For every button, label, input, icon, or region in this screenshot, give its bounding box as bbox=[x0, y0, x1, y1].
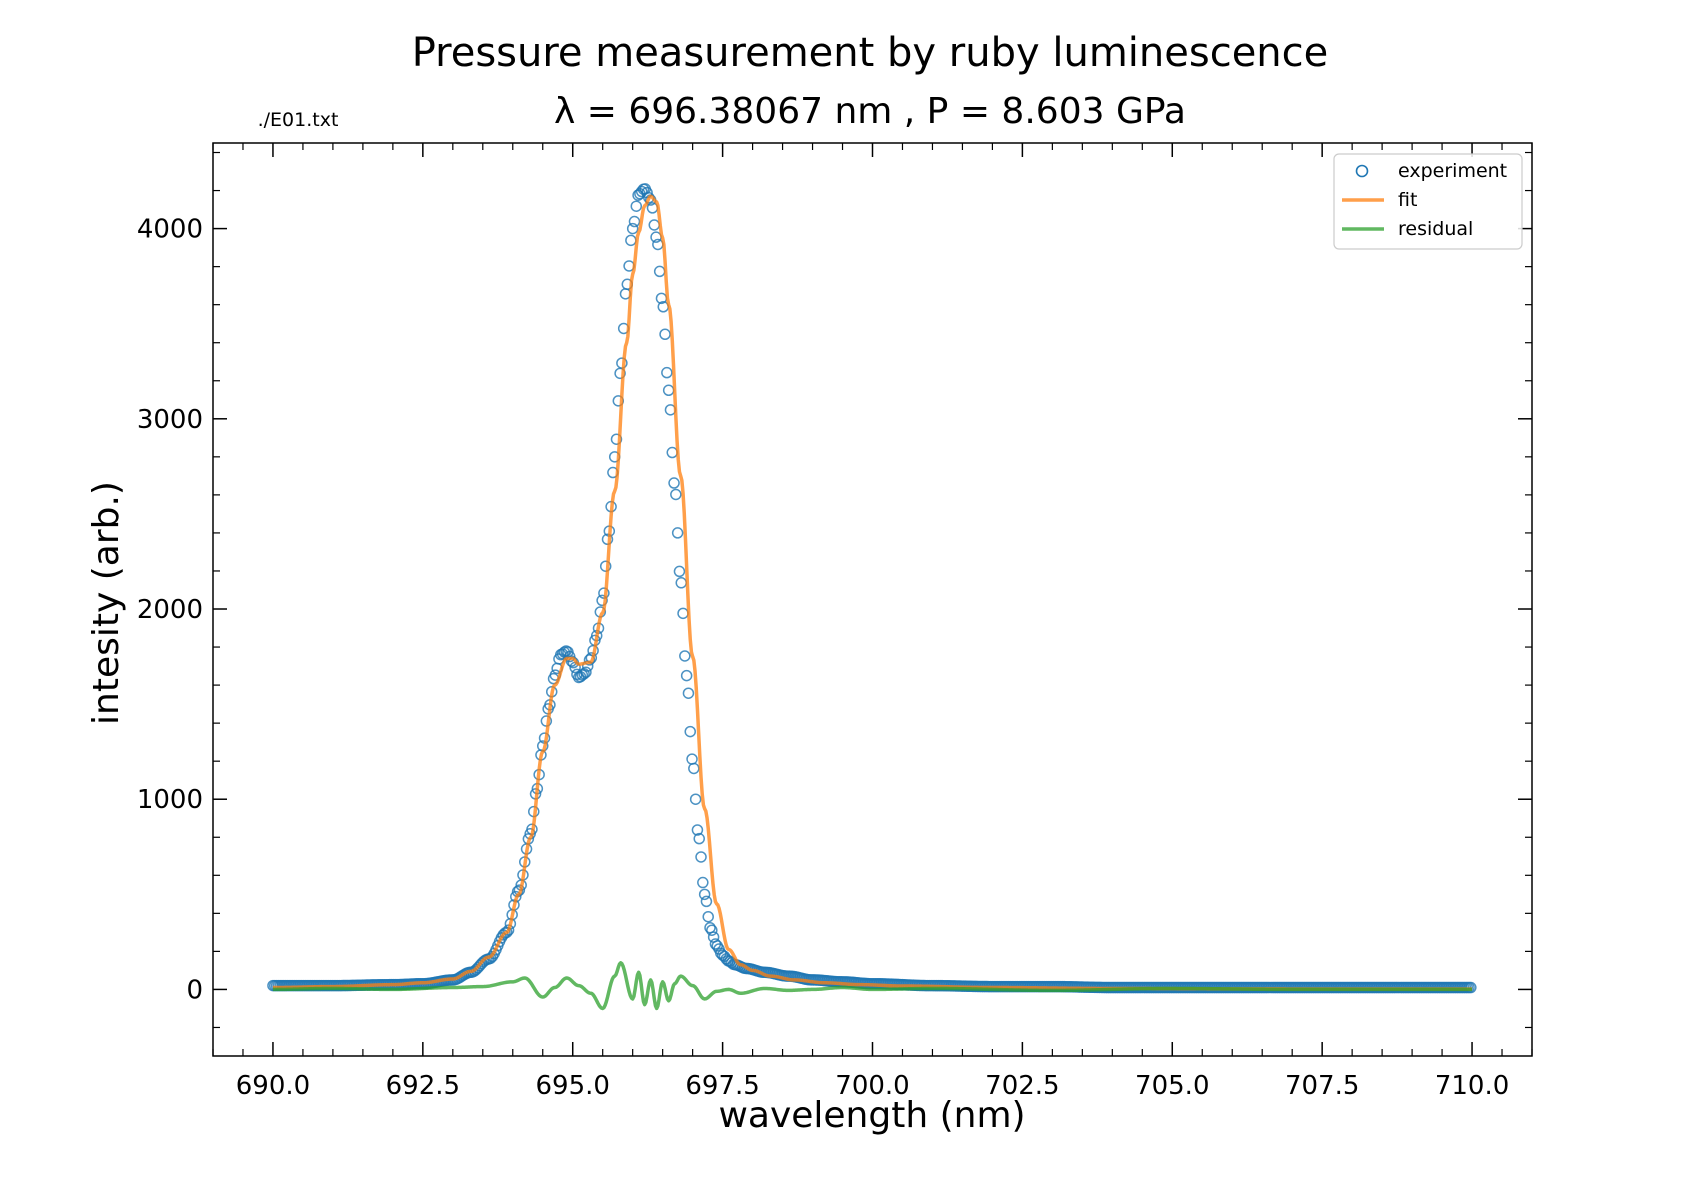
axes-frame bbox=[212, 142, 1533, 1057]
experiment-point bbox=[653, 265, 666, 278]
legend-residual-label: residual bbox=[1398, 218, 1473, 240]
x-tick-label: 702.5 bbox=[985, 1071, 1059, 1101]
experiment-point bbox=[702, 910, 714, 923]
x-tick-label: 705.0 bbox=[1135, 1071, 1209, 1101]
experiment-point bbox=[580, 666, 592, 678]
axis-ticks: 690.0 692.5 695.0 697.5 700.0 702.5 705.0 707.5… bbox=[137, 143, 1533, 1101]
experiment-point bbox=[626, 222, 639, 235]
experiment-point bbox=[668, 477, 680, 489]
experiment-point bbox=[599, 560, 612, 572]
experiment-point bbox=[686, 753, 698, 765]
experiment-point bbox=[659, 328, 671, 340]
experiment-point bbox=[671, 527, 684, 539]
experiment-point bbox=[661, 366, 673, 379]
experiment-point bbox=[662, 384, 675, 397]
experiment-point bbox=[677, 607, 689, 620]
experiment-point bbox=[556, 648, 569, 660]
experiment-point bbox=[670, 488, 682, 501]
experiment-point bbox=[610, 433, 623, 445]
experiment-point bbox=[650, 231, 662, 243]
legend-box bbox=[1333, 153, 1523, 250]
file-label: ./E01.txt bbox=[258, 109, 339, 131]
legend: experiment fit residual bbox=[1333, 153, 1523, 250]
series-residual-line bbox=[272, 961, 1473, 1011]
y-tick-label: 4000 bbox=[137, 215, 203, 245]
legend-experiment-label: experiment bbox=[1398, 160, 1507, 182]
x-tick-label: 710.0 bbox=[1435, 1071, 1509, 1101]
experiment-point bbox=[625, 234, 637, 247]
chart-subtitle: λ = 696.38067 nm , P = 8.603 GPa bbox=[554, 91, 1186, 132]
experiment-point bbox=[652, 238, 664, 251]
experiment-point bbox=[679, 650, 691, 662]
y-tick-label: 1000 bbox=[137, 785, 203, 815]
experiment-point bbox=[675, 577, 687, 589]
y-tick-label: 0 bbox=[186, 975, 203, 1005]
experiment-point bbox=[682, 687, 695, 699]
legend-experiment-marker bbox=[1355, 164, 1369, 178]
experiment-point bbox=[628, 215, 641, 228]
x-tick-label: 690.0 bbox=[236, 1071, 310, 1101]
legend-fit-label: fit bbox=[1398, 189, 1417, 211]
plot-area bbox=[267, 183, 1477, 1011]
series-experiment bbox=[267, 183, 1477, 994]
x-axis-label: wavelength (nm) bbox=[718, 1095, 1025, 1136]
x-tick-label: 692.5 bbox=[386, 1071, 460, 1101]
x-tick-label: 697.5 bbox=[685, 1071, 759, 1101]
experiment-point bbox=[684, 725, 696, 738]
y-tick-label: 2000 bbox=[137, 595, 203, 625]
experiment-point bbox=[596, 594, 608, 607]
experiment-point bbox=[706, 924, 718, 936]
experiment-point bbox=[691, 824, 704, 836]
experiment-point bbox=[680, 669, 693, 682]
experiment-point bbox=[612, 395, 625, 407]
experiment-point bbox=[698, 888, 711, 901]
experiment-point bbox=[688, 762, 700, 775]
x-tick-label: 695.0 bbox=[536, 1071, 610, 1101]
experiment-point bbox=[576, 669, 589, 681]
x-tick-label: 700.0 bbox=[835, 1071, 909, 1101]
experiment-point bbox=[697, 876, 709, 889]
y-tick-label: 3000 bbox=[137, 405, 203, 435]
series-fit-line bbox=[272, 194, 1473, 991]
y-axis-label: intesity (arb.) bbox=[86, 481, 127, 725]
experiment-point bbox=[630, 200, 643, 212]
experiment-point bbox=[689, 793, 702, 805]
x-tick-label: 707.5 bbox=[1285, 1071, 1359, 1101]
experiment-point bbox=[648, 219, 661, 231]
experiment-point bbox=[693, 832, 705, 845]
experiment-point bbox=[673, 565, 686, 578]
chart-title: Pressure measurement by ruby luminescenc… bbox=[412, 30, 1329, 76]
experiment-point bbox=[695, 851, 707, 863]
experiment-point bbox=[700, 895, 713, 908]
experiment-point bbox=[666, 446, 678, 459]
